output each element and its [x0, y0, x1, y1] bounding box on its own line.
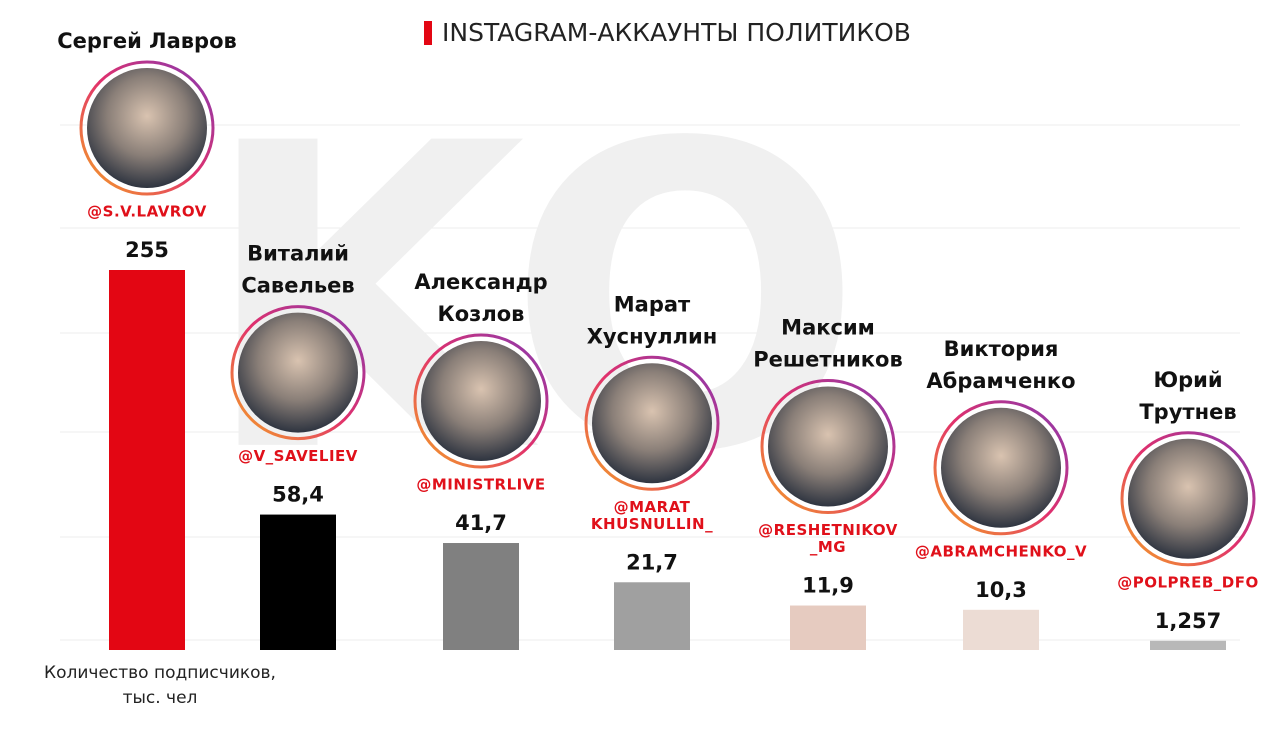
handle: @MINISTRLIVE: [416, 476, 545, 494]
handle: _MG: [810, 538, 846, 556]
handle: @MARAT: [614, 498, 691, 516]
bar: [443, 543, 519, 650]
value-label: 58,4: [272, 483, 324, 507]
photo: [941, 407, 1061, 528]
handle: KHUSNULLIN_: [591, 515, 713, 533]
photo: [87, 68, 207, 188]
handle: @S.V.LAVROV: [87, 203, 207, 221]
handle: @POLPREB_DFO: [1117, 573, 1258, 591]
person-name: Виталий: [247, 242, 349, 266]
photo: [238, 312, 358, 433]
person-name: Сергей Лавров: [57, 29, 237, 53]
watermark: KO: [200, 56, 864, 545]
person-name: Абрамченко: [926, 369, 1075, 393]
bar: [260, 514, 336, 650]
photo-ring: [760, 379, 896, 515]
value-label: 10,3: [975, 578, 1027, 602]
handle: @ABRAMCHENKO_V: [915, 542, 1087, 560]
title-marker: [424, 21, 432, 45]
handle: @V_SAVELIEV: [238, 447, 358, 465]
axis-label: Количество подписчиков,: [44, 663, 276, 683]
photo-ring: [933, 400, 1069, 536]
value-label: 255: [125, 238, 169, 262]
value-label: 41,7: [455, 511, 507, 535]
bar: [963, 609, 1039, 650]
person-name: Хуснуллин: [587, 324, 718, 348]
photo: [768, 386, 888, 507]
axis-label: тыс. чел: [123, 688, 198, 708]
bar: [109, 270, 185, 650]
person-name: Максим: [781, 316, 875, 340]
photo-ring: [584, 355, 720, 491]
photo-ring: [1120, 431, 1256, 567]
value-label: 21,7: [626, 550, 678, 574]
photo: [592, 363, 712, 484]
value-label: 11,9: [802, 574, 854, 598]
person-name: Трутнев: [1139, 400, 1236, 424]
person-name: Решетников: [753, 348, 903, 372]
photo: [421, 341, 541, 462]
bar: [614, 582, 690, 650]
photo-ring: [79, 60, 215, 196]
person-name: Александр: [414, 270, 547, 294]
photo-ring: [230, 305, 366, 441]
person-name: Виктория: [944, 337, 1059, 361]
person-name: Савельев: [241, 274, 354, 298]
bar: [790, 605, 866, 650]
person-name: Юрий: [1153, 368, 1222, 392]
value-label: 1,257: [1155, 609, 1221, 633]
chart-title: INSTAGRAM-АККАУНТЫ ПОЛИТИКОВ: [442, 18, 911, 47]
person-name: Козлов: [438, 302, 525, 326]
photo: [1128, 438, 1248, 559]
person-name: Марат: [614, 292, 691, 316]
bar: [1150, 640, 1226, 650]
photo-ring: [413, 333, 549, 469]
handle: @RESHETNIKOV: [758, 521, 898, 539]
